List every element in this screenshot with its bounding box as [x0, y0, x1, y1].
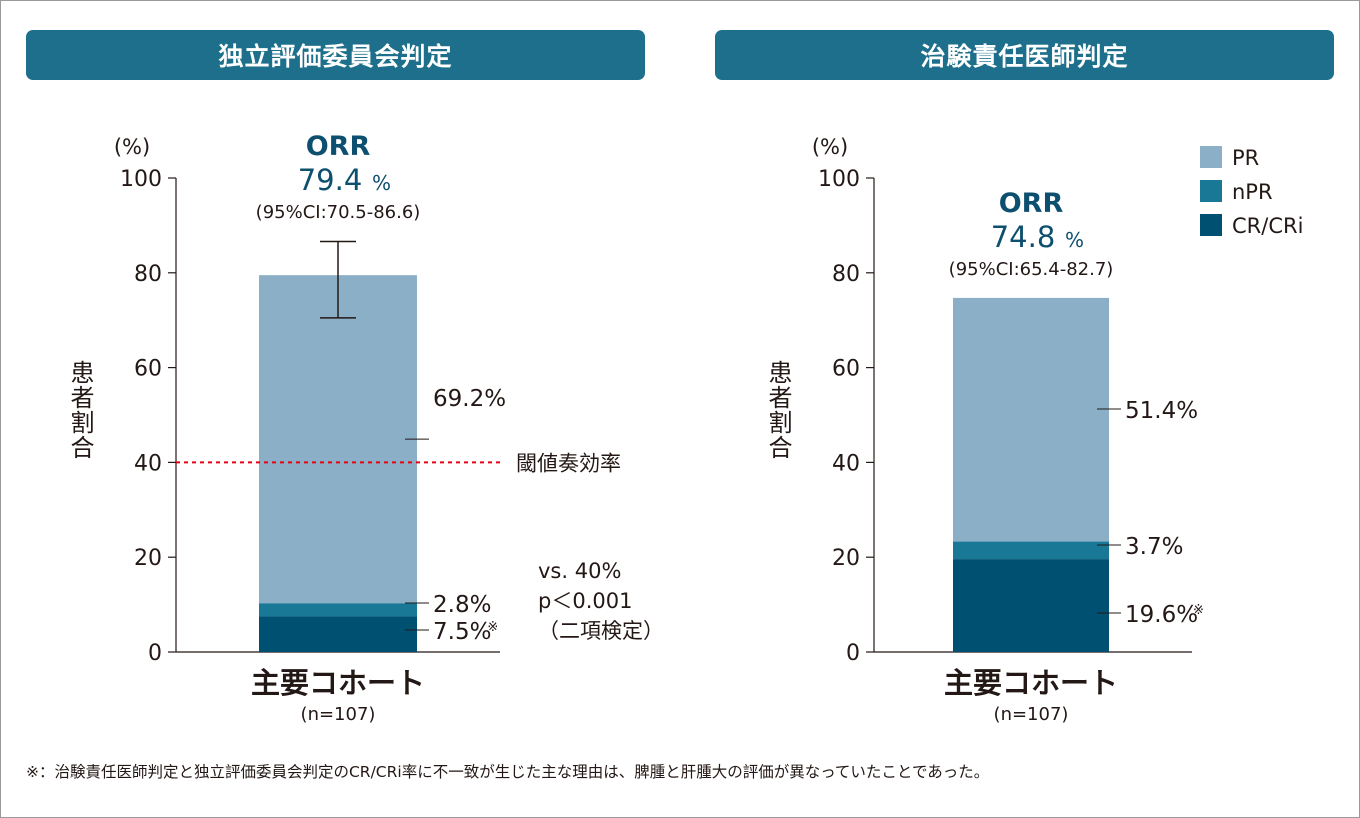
left-stat-note-line: p＜0.001 [538, 589, 632, 613]
right-y-tick-label: 100 [818, 167, 860, 192]
right-legend-label-cr-cri: CR/CRi [1232, 214, 1303, 238]
left-segment-label-npr: 2.8% [433, 592, 491, 618]
right-bar-cr-cri [953, 559, 1109, 652]
left-y-tick-label: 0 [148, 641, 162, 666]
right-category-label: 主要コホート [944, 666, 1118, 700]
left-y-tick-label: 60 [134, 357, 162, 382]
left-orr-unit: % [372, 171, 391, 195]
footnote: ※：治験責任医師判定と独立評価委員会判定のCR/CRi率に不一致が生じた主な理由… [26, 763, 990, 781]
right-legend-label-npr: nPR [1232, 180, 1273, 204]
right-legend-swatch-cr-cri [1200, 214, 1222, 236]
right-bar-npr [953, 541, 1109, 560]
left-y-tick-label: 40 [134, 451, 162, 476]
right-legend-label-pr: PR [1232, 146, 1259, 170]
panel-header-right: 治験責任医師判定 [715, 30, 1334, 80]
panel-header-left: 独立評価委員会判定 [26, 30, 645, 80]
left-segment-label-cr-cri: 7.5% [433, 619, 491, 645]
left-category-sub: (n=107) [301, 704, 376, 725]
left-threshold-label: 閾値奏効率 [516, 451, 621, 475]
left-y-unit: (%) [114, 135, 150, 159]
right-legend-swatch-npr [1200, 180, 1222, 202]
right-y-tick-label: 0 [846, 641, 860, 666]
right-bar-pr [953, 297, 1109, 542]
right-y-unit: (%) [812, 135, 848, 159]
right-orr-ci: (95%CI:65.4-82.7) [949, 259, 1114, 280]
left-category-label: 主要コホート [251, 666, 425, 700]
right-legend-swatch-pr [1200, 146, 1222, 168]
left-bar-npr [259, 603, 417, 617]
left-stat-note-line: vs. 40% [538, 559, 621, 583]
right-orr-unit: % [1065, 228, 1084, 252]
right-y-tick-label: 80 [832, 262, 860, 287]
left-segment-note-mark: ※ [487, 620, 498, 635]
right-segment-label-cr-cri: 19.6% [1125, 602, 1198, 628]
left-orr-ci: (95%CI:70.5-86.6) [256, 202, 421, 223]
right-y-tick-label: 40 [832, 451, 860, 476]
right-y-tick-label: 20 [832, 546, 860, 571]
left-segment-label-pr: 69.2% [433, 386, 506, 412]
left-bar-pr [259, 275, 417, 604]
left-stat-note-line: （二項検定） [538, 619, 664, 643]
left-y-axis-label: 患者割合 [66, 360, 94, 460]
left-bar-cr-cri [259, 616, 417, 652]
left-orr-title: ORR [306, 131, 371, 162]
right-category-sub: (n=107) [994, 704, 1069, 725]
left-y-tick-label: 80 [134, 262, 162, 287]
right-segment-label-pr: 51.4% [1125, 398, 1198, 424]
right-orr-value: 74.8 [991, 220, 1056, 254]
left-y-tick-label: 100 [120, 167, 162, 192]
right-segment-note-mark: ※ [1193, 603, 1204, 618]
right-y-axis-label: 患者割合 [764, 360, 792, 460]
left-orr-value: 79.4 [298, 163, 363, 197]
left-y-tick-label: 20 [134, 546, 162, 571]
right-segment-label-npr: 3.7% [1125, 534, 1183, 560]
right-orr-title: ORR [999, 188, 1064, 219]
right-y-tick-label: 60 [832, 357, 860, 382]
